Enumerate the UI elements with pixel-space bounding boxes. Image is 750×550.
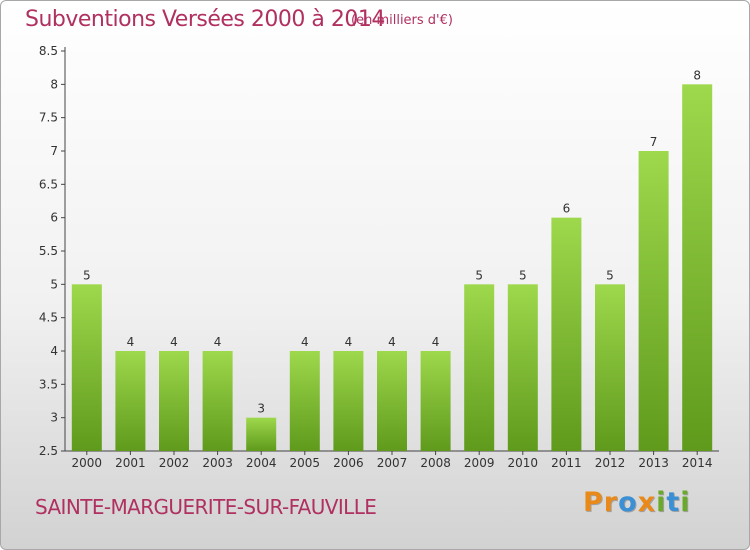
x-tick-label: 2013 bbox=[638, 456, 669, 470]
logo-letter: x bbox=[637, 487, 657, 518]
data-label: 4 bbox=[388, 335, 396, 349]
data-label: 4 bbox=[345, 335, 353, 349]
bar bbox=[159, 351, 189, 451]
bar bbox=[420, 351, 451, 451]
bar bbox=[71, 284, 102, 451]
y-tick-label: 5.5 bbox=[39, 244, 58, 258]
bar bbox=[246, 417, 277, 451]
y-tick-label: 2.5 bbox=[39, 444, 58, 458]
logo-letter: o bbox=[618, 487, 638, 518]
bar bbox=[202, 351, 233, 451]
x-tick-label: 2010 bbox=[508, 456, 539, 470]
x-tick-label: 2011 bbox=[551, 456, 582, 470]
data-label: 4 bbox=[301, 335, 309, 349]
data-label: 7 bbox=[650, 135, 658, 149]
data-label: 4 bbox=[127, 335, 135, 349]
bar bbox=[464, 284, 495, 451]
y-tick-label: 4.5 bbox=[39, 311, 58, 325]
y-tick-label: 7 bbox=[50, 144, 58, 158]
y-tick-label: 5 bbox=[50, 277, 58, 291]
logo-letter: i bbox=[680, 487, 691, 518]
logo-letter: r bbox=[603, 487, 619, 518]
x-tick-label: 2006 bbox=[333, 456, 364, 470]
data-label: 4 bbox=[214, 335, 222, 349]
bar bbox=[333, 351, 364, 451]
data-label: 3 bbox=[257, 402, 265, 416]
y-tick-label: 8 bbox=[50, 77, 58, 91]
bar bbox=[289, 351, 320, 451]
x-tick-label: 2014 bbox=[682, 456, 713, 470]
x-tick-label: 2005 bbox=[290, 456, 321, 470]
data-label: 5 bbox=[83, 268, 91, 282]
x-tick-label: 2002 bbox=[159, 456, 190, 470]
x-tick-label: 2012 bbox=[595, 456, 626, 470]
x-tick-label: 2008 bbox=[420, 456, 451, 470]
bar bbox=[377, 351, 407, 451]
data-label: 8 bbox=[693, 68, 701, 82]
data-label: 4 bbox=[432, 335, 440, 349]
data-label: 6 bbox=[563, 202, 571, 216]
logo-letter: i bbox=[656, 487, 667, 518]
bar bbox=[682, 84, 713, 451]
y-tick-label: 3.5 bbox=[39, 377, 58, 391]
bar bbox=[551, 217, 582, 451]
y-tick-label: 6.5 bbox=[39, 177, 58, 191]
x-tick-label: 2003 bbox=[202, 456, 233, 470]
bar bbox=[595, 284, 625, 451]
y-tick-label: 7.5 bbox=[39, 111, 58, 125]
x-tick-label: 2000 bbox=[72, 456, 103, 470]
bar bbox=[638, 151, 669, 451]
bar bbox=[115, 351, 146, 451]
chart-title: Subventions Versées 2000 à 2014 bbox=[25, 7, 385, 32]
x-tick-label: 2009 bbox=[464, 456, 495, 470]
proxiti-logo: Proxiti bbox=[583, 487, 691, 518]
bar bbox=[507, 284, 538, 451]
y-tick-label: 4 bbox=[50, 344, 58, 358]
data-label: 4 bbox=[170, 335, 178, 349]
x-tick-label: 2001 bbox=[115, 456, 146, 470]
logo-letter: P bbox=[583, 487, 604, 518]
y-tick-label: 3 bbox=[50, 411, 58, 425]
x-tick-label: 2004 bbox=[246, 456, 277, 470]
data-label: 5 bbox=[606, 268, 614, 282]
y-tick-label: 6 bbox=[50, 211, 58, 225]
commune-name: SAINTE-MARGUERITE-SUR-FAUVILLE bbox=[35, 495, 377, 519]
logo-letter: t bbox=[666, 487, 681, 518]
x-tick-label: 2007 bbox=[377, 456, 408, 470]
y-tick-label: 8.5 bbox=[39, 44, 58, 58]
data-label: 5 bbox=[475, 268, 483, 282]
chart-unit: (en milliers d'€) bbox=[351, 13, 453, 28]
data-label: 5 bbox=[519, 268, 527, 282]
